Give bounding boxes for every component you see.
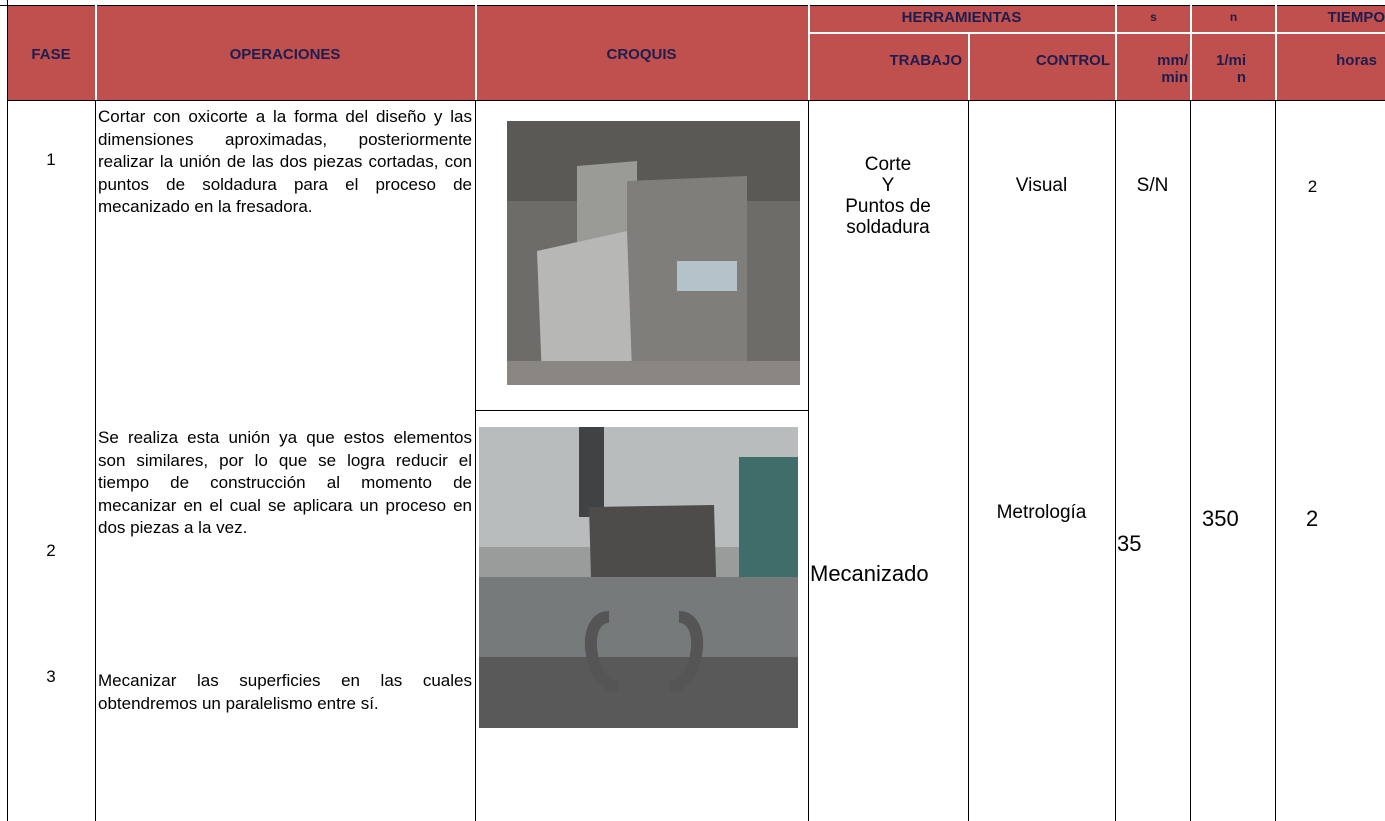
header-herramientas: HERRAMIENTAS [901,9,1022,26]
fase-number: 3 [46,667,56,686]
header-tiempo: TIEMPO [1327,9,1385,26]
header-s-unit: mm/ min [1157,52,1188,86]
photo-milling-setup [479,427,798,728]
tool-trabajo: Corte Y Puntos de soldadura [845,154,931,238]
time-hours: 2 [1306,506,1319,531]
tool-control: Visual [1015,175,1068,196]
operation-text: Cortar con oxicorte a la forma del diseñ… [98,107,472,217]
operation-text: Mecanizar las superficies en las cuales … [98,671,472,713]
speed-s: S/N [1136,175,1169,196]
header-tiempo-unit: horas [1336,52,1377,69]
header-fase: FASE [31,46,71,63]
header-band [7,5,1385,100]
time-hours: 2 [1307,177,1318,196]
header-s: s [1150,10,1157,24]
fase-number: 2 [46,541,56,560]
header-trabajo: TRABAJO [889,52,962,69]
tool-control: Metrología [996,502,1087,523]
header-n: n [1229,10,1238,24]
speed-s: 35 [1117,531,1142,556]
operation-text: Se realiza esta unión ya que estos eleme… [98,428,472,538]
header-control: CONTROL [1035,52,1110,69]
header-n-unit: 1/mi n [1215,52,1246,86]
speed-n: 350 [1202,506,1239,531]
header-operaciones: OPERACIONES [229,46,341,63]
header-croquis: CROQUIS [606,46,677,63]
fase-number: 1 [46,150,56,169]
photo-welded-pieces [507,121,800,385]
tool-trabajo: Mecanizado [810,561,929,586]
